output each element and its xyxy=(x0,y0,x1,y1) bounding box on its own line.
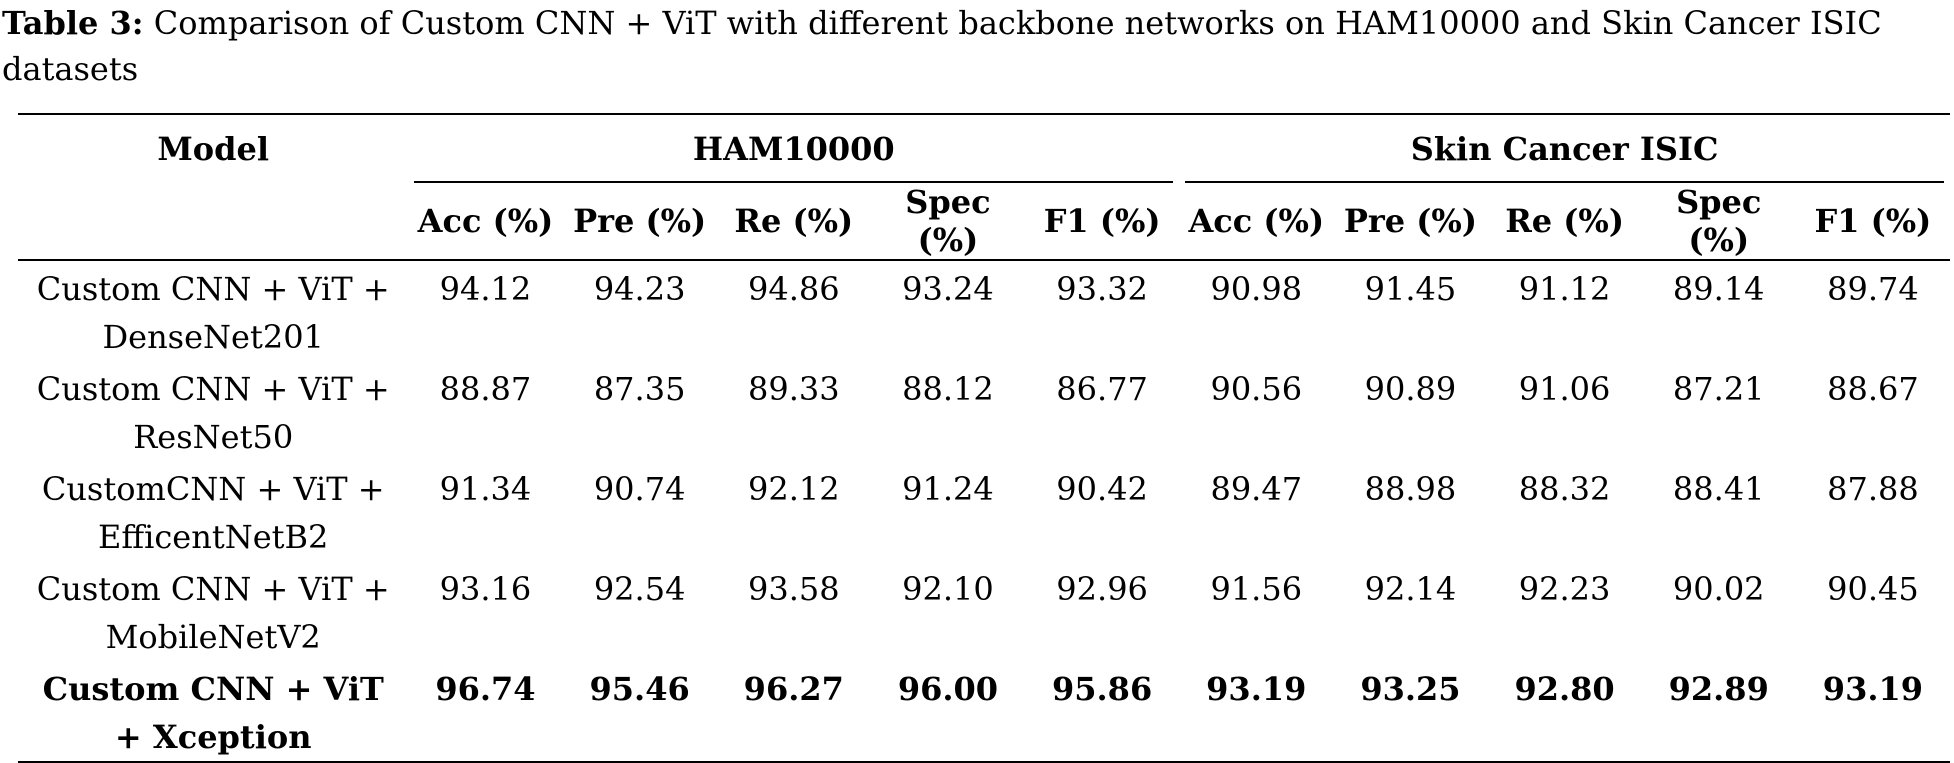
metric-header: F1 (%) xyxy=(1025,183,1180,261)
results-table: Model HAM10000 Skin Cancer ISIC Acc (%) … xyxy=(18,113,1950,763)
model-name-line2: + Xception xyxy=(114,718,312,756)
caption-label: Table 3: xyxy=(2,4,144,42)
value-cell: 93.19 xyxy=(1179,661,1334,763)
model-cell: Custom CNN + ViT + MobileNetV2 xyxy=(18,561,408,661)
model-name-line1: CustomCNN + ViT + xyxy=(41,470,385,508)
metric-header: Spec (%) xyxy=(1641,183,1796,261)
value-cell: 87.21 xyxy=(1672,370,1765,408)
value-cell: 89.14 xyxy=(1672,270,1765,308)
metric-header: Re (%) xyxy=(1487,183,1642,261)
model-name-line1: Custom CNN + ViT xyxy=(42,670,384,708)
metric-header: F1 (%) xyxy=(1795,183,1950,261)
table-row: CustomCNN + ViT + EfficentNetB2 91.34 90.… xyxy=(18,461,1950,561)
results-table-container: Model HAM10000 Skin Cancer ISIC Acc (%) … xyxy=(18,113,1950,763)
model-name-line2: EfficentNetB2 xyxy=(98,518,329,556)
value-cell: 88.98 xyxy=(1364,470,1457,508)
value-cell: 92.10 xyxy=(902,570,994,608)
value-cell: 88.41 xyxy=(1672,470,1765,508)
group-header-ham10000: HAM10000 xyxy=(408,113,1180,184)
value-cell: 90.98 xyxy=(1210,270,1303,308)
group-header-skin-cancer-isic: Skin Cancer ISIC xyxy=(1179,113,1950,184)
group-header-row: Model HAM10000 Skin Cancer ISIC xyxy=(18,113,1950,184)
value-cell: 88.87 xyxy=(439,370,532,408)
value-cell: 90.56 xyxy=(1210,370,1303,408)
value-cell: 91.34 xyxy=(439,470,532,508)
value-cell: 93.16 xyxy=(439,570,532,608)
value-cell: 91.56 xyxy=(1210,570,1303,608)
caption-text: Comparison of Custom CNN + ViT with diff… xyxy=(2,4,1882,88)
value-cell: 91.45 xyxy=(1364,270,1457,308)
table-row: Custom CNN + ViT + ResNet50 88.87 87.35 8… xyxy=(18,361,1950,461)
value-cell: 94.23 xyxy=(593,270,686,308)
value-cell: 88.32 xyxy=(1518,470,1611,508)
value-cell: 92.23 xyxy=(1518,570,1611,608)
value-cell: 95.46 xyxy=(562,661,717,763)
value-cell: 90.02 xyxy=(1672,570,1765,608)
value-cell: 96.74 xyxy=(408,661,563,763)
table-body: Custom CNN + ViT + DenseNet201 94.12 94.2… xyxy=(18,260,1950,763)
value-cell: 92.54 xyxy=(593,570,686,608)
model-name-line1: Custom CNN + ViT + xyxy=(36,370,390,408)
model-header-spacer xyxy=(18,183,409,261)
metric-header: Re (%) xyxy=(716,183,871,261)
table-row: Custom CNN + ViT + DenseNet201 94.12 94.2… xyxy=(18,260,1950,361)
value-cell: 93.25 xyxy=(1333,661,1488,763)
value-cell: 93.19 xyxy=(1795,661,1950,763)
value-cell: 94.12 xyxy=(439,270,532,308)
table-row-best: Custom CNN + ViT + Xception 96.74 95.46 9… xyxy=(18,661,1950,763)
value-cell: 87.35 xyxy=(593,370,686,408)
value-cell: 92.12 xyxy=(747,470,840,508)
value-cell: 96.00 xyxy=(870,661,1026,763)
model-header: Model xyxy=(18,113,409,183)
metric-header: Pre (%) xyxy=(562,183,717,261)
value-cell: 91.24 xyxy=(902,470,994,508)
value-cell: 92.14 xyxy=(1364,570,1457,608)
table-caption: Table 3: Comparison of Custom CNN + ViT … xyxy=(2,0,1952,92)
metric-header: Acc (%) xyxy=(408,183,563,261)
table-row: Custom CNN + ViT + MobileNetV2 93.16 92.5… xyxy=(18,561,1950,661)
value-cell: 90.89 xyxy=(1364,370,1457,408)
model-name-line2: MobileNetV2 xyxy=(105,618,321,656)
value-cell: 89.47 xyxy=(1210,470,1303,508)
value-cell: 88.67 xyxy=(1827,370,1919,408)
metric-header: Acc (%) xyxy=(1179,183,1334,261)
metric-header-row: Acc (%) Pre (%) Re (%) Spec (%) F1 (%) A… xyxy=(18,183,1950,261)
value-cell: 89.33 xyxy=(747,370,840,408)
model-cell: CustomCNN + ViT + EfficentNetB2 xyxy=(18,461,408,561)
value-cell: 94.86 xyxy=(747,270,840,308)
value-cell: 92.89 xyxy=(1641,661,1796,763)
value-cell: 96.27 xyxy=(716,661,871,763)
model-cell: Custom CNN + ViT + ResNet50 xyxy=(18,361,408,461)
model-cell: Custom CNN + ViT + DenseNet201 xyxy=(18,260,408,361)
value-cell: 93.32 xyxy=(1056,270,1148,308)
value-cell: 89.74 xyxy=(1827,270,1919,308)
value-cell: 88.12 xyxy=(902,370,994,408)
model-name-line1: Custom CNN + ViT + xyxy=(36,570,390,608)
metric-header: Spec (%) xyxy=(870,183,1026,261)
model-name-line1: Custom CNN + ViT + xyxy=(36,270,390,308)
model-name-line2: ResNet50 xyxy=(133,418,294,456)
value-cell: 92.80 xyxy=(1487,661,1642,763)
value-cell: 93.24 xyxy=(902,270,994,308)
value-cell: 90.42 xyxy=(1056,470,1148,508)
value-cell: 90.74 xyxy=(593,470,686,508)
metric-header: Pre (%) xyxy=(1333,183,1488,261)
value-cell: 93.58 xyxy=(747,570,840,608)
value-cell: 90.45 xyxy=(1827,570,1919,608)
model-cell: Custom CNN + ViT + Xception xyxy=(18,661,409,763)
value-cell: 91.06 xyxy=(1518,370,1611,408)
value-cell: 95.86 xyxy=(1025,661,1180,763)
value-cell: 92.96 xyxy=(1056,570,1148,608)
value-cell: 91.12 xyxy=(1518,270,1611,308)
value-cell: 87.88 xyxy=(1827,470,1919,508)
value-cell: 86.77 xyxy=(1056,370,1148,408)
model-name-line2: DenseNet201 xyxy=(102,318,324,356)
